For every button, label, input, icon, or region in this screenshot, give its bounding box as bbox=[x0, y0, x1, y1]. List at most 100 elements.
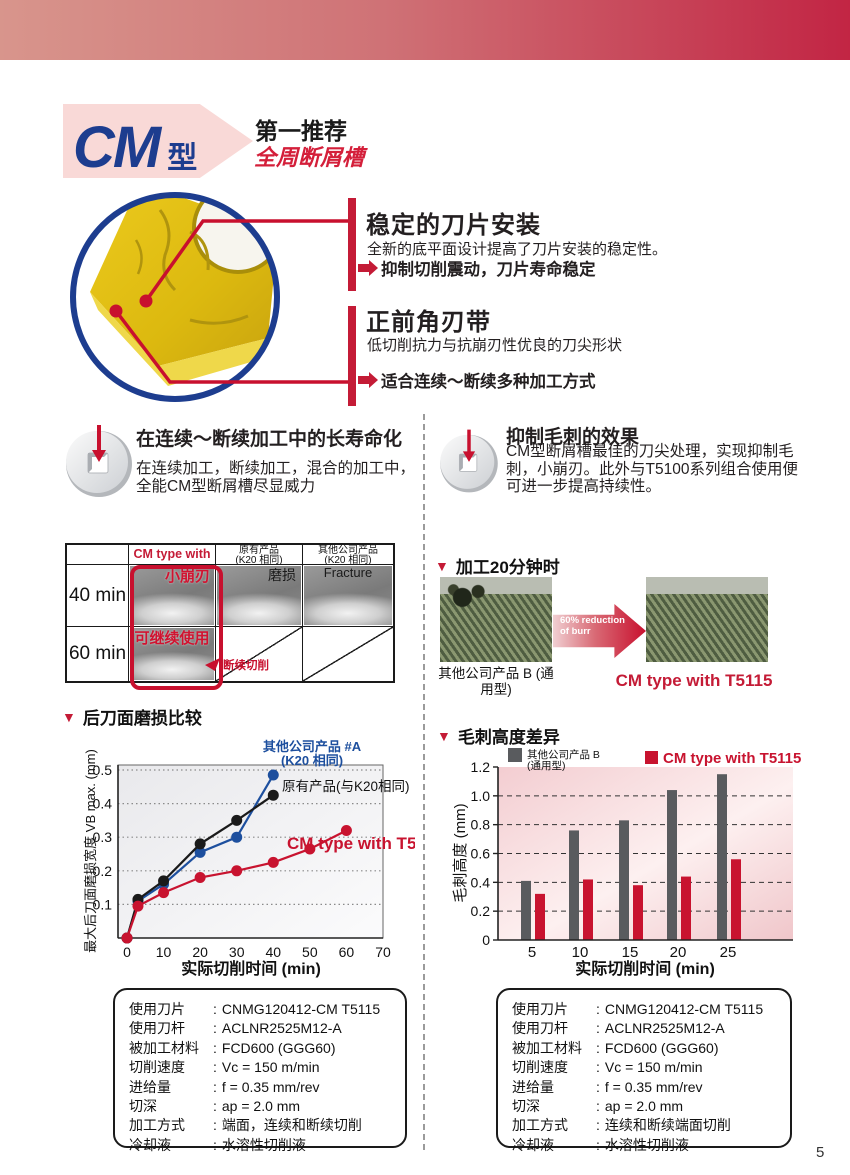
feature-1-point-text: 抑制切削震动，刀片寿命稳定 bbox=[381, 261, 596, 279]
series-label-cm: CM type with T5115 bbox=[287, 834, 415, 853]
spec-row: 加工方式: 连续和断续端面切削 bbox=[512, 1116, 782, 1135]
spec-row: 被加工材料: FCD600 (GGG60) bbox=[129, 1039, 397, 1058]
data-point bbox=[267, 769, 279, 781]
table-header-competitor: 其他公司产品 (K20 相同) bbox=[302, 545, 393, 564]
burr-demo-title: ▼ 加工20分钟时 bbox=[435, 553, 560, 578]
spec-row: 切深: ap = 2.0 mm bbox=[129, 1097, 397, 1116]
spec-value: 水溶性切削液 bbox=[221, 1136, 306, 1153]
spec-colon: : bbox=[213, 1117, 217, 1134]
photo-cell-competitor-40min: Fracture bbox=[302, 564, 393, 626]
spec-row: 使用刀杆: ACLNR2525M12-A bbox=[512, 1019, 782, 1038]
spec-colon: : bbox=[596, 1039, 600, 1056]
benefit-left-body: 在连续加工，断续加工，混合的加工中，全能CM型断屑槽尽显威力 bbox=[136, 460, 416, 495]
spec-value: Vc = 150 m/min bbox=[604, 1059, 703, 1076]
spec-colon: : bbox=[213, 1098, 217, 1115]
washer-disc-icon bbox=[66, 425, 132, 497]
badge-cm-text: CM bbox=[73, 114, 161, 180]
benefit-right-heading: 抑制毛刺的效果 bbox=[506, 427, 640, 448]
spec-value: ACLNR2525M12-A bbox=[604, 1020, 725, 1037]
series-label-competitor: 其他公司产品 #A bbox=[263, 739, 362, 754]
note-fracture: Fracture bbox=[323, 565, 373, 580]
x-axis-label: 实际切削时间 (min) bbox=[181, 959, 321, 978]
burr-demo-title-text: 加工20分钟时 bbox=[455, 558, 560, 577]
y-tick-label: 1.2 bbox=[471, 759, 491, 775]
data-point bbox=[158, 875, 170, 887]
spec-colon: : bbox=[596, 1020, 600, 1037]
spec-row: 进给量: f = 0.35 mm/rev bbox=[512, 1078, 782, 1097]
y-axis-label: 毛刺高度 (mm) bbox=[452, 803, 469, 902]
callout-dot-1 bbox=[139, 294, 153, 308]
insert-photo-circle bbox=[70, 192, 352, 402]
spec-label: 被加工材料 bbox=[129, 1039, 199, 1056]
page-number: 5 bbox=[816, 1144, 825, 1161]
spec-label: 切削速度 bbox=[512, 1059, 568, 1076]
bar-competitor bbox=[521, 880, 531, 940]
y-tick-label: 0.4 bbox=[93, 796, 113, 812]
y-axis-label: 最大后刀面磨损宽度 VB max. (mm) bbox=[83, 749, 98, 953]
data-point bbox=[231, 831, 243, 843]
flank-wear-line-chart: 0.1 0.2 0.3 0.4 0.5 0 10 20 30 40 50 60 70 其他公司产品 #A(… bbox=[55, 735, 444, 980]
spec-row: 使用刀片: CNMG120412-CM T5115 bbox=[129, 1000, 397, 1019]
data-point bbox=[340, 824, 352, 836]
bar-cm bbox=[535, 893, 545, 940]
spec-row: 切削速度: Vc = 150 m/min bbox=[512, 1058, 782, 1077]
header-line1: 其他公司产品 bbox=[318, 545, 378, 556]
tagline-chipbreaker: 全周断屑槽 bbox=[254, 145, 365, 170]
y-tick-label: 0.2 bbox=[93, 863, 113, 879]
spec-colon: : bbox=[596, 1059, 600, 1076]
x-tick-label: 5 bbox=[528, 944, 536, 961]
wear-chart-title: ▼ 后刀面磨损比较 bbox=[62, 704, 202, 729]
feature-1-point: 抑制切削震动，刀片寿命稳定 bbox=[358, 256, 596, 280]
spec-colon: : bbox=[596, 1078, 600, 1095]
benefit-right-body: CM型断屑槽最佳的刀尖处理，实现抑制毛刺，小崩刃。此外与T5100系列组合使用便… bbox=[506, 443, 798, 495]
data-point bbox=[231, 865, 243, 877]
spec-row: 加工方式: 端面，连续和断续切削 bbox=[129, 1116, 397, 1135]
data-point bbox=[121, 932, 133, 944]
burr-photo-competitor bbox=[440, 577, 552, 662]
spec-row: 冷却液: 水溶性切削液 bbox=[512, 1136, 782, 1155]
bar-cm bbox=[681, 876, 691, 940]
x-tick-label: 40 bbox=[265, 944, 281, 960]
data-point bbox=[132, 900, 144, 912]
feature-1-title: 稳定的刀片安装 bbox=[366, 212, 541, 239]
top-banner bbox=[0, 0, 850, 60]
washer-disc-icon bbox=[440, 429, 498, 493]
table-header-conventional: 原有产品 (K20 相同) bbox=[215, 545, 302, 564]
bar-competitor bbox=[717, 774, 727, 940]
feature-1-body: 全新的底平面设计提高了刀片安装的稳定性。 bbox=[367, 241, 668, 258]
spec-label: 加工方式 bbox=[512, 1117, 568, 1134]
wear-comparison-table: CM type with T5115 原有产品 (K20 相同) 其他公司产品 … bbox=[65, 543, 395, 690]
spec-value: f = 0.35 mm/rev bbox=[604, 1078, 703, 1095]
spec-value: ap = 2.0 mm bbox=[221, 1098, 301, 1115]
spec-row: 切深: ap = 2.0 mm bbox=[512, 1097, 782, 1116]
spec-value: FCD600 (GGG60) bbox=[221, 1039, 336, 1056]
spec-value: 端面，连续和断续切削 bbox=[221, 1117, 362, 1134]
spec-label: 被加工材料 bbox=[512, 1039, 582, 1056]
note-usable: 可继续使用 bbox=[134, 630, 210, 647]
header-line2: (K20 相同) bbox=[324, 554, 372, 564]
spec-label: 冷却液 bbox=[129, 1136, 171, 1153]
legend-label-competitor: 其他公司产品 B bbox=[527, 748, 600, 761]
feature-2-body: 低切削抗力与抗崩刃性优良的刀尖形状 bbox=[367, 337, 623, 354]
data-point bbox=[194, 846, 206, 858]
feature-2-point: 适合连续～断续多种加工方式 bbox=[358, 368, 596, 392]
spec-colon: : bbox=[213, 1078, 217, 1095]
spec-label: 切深 bbox=[512, 1098, 540, 1115]
cutting-conditions-box-left: 使用刀片: CNMG120412-CM T5115 使用刀杆: ACLNR2525M1… bbox=[113, 988, 407, 1153]
y-tick-label: 0.8 bbox=[471, 817, 491, 833]
data-point bbox=[194, 838, 206, 850]
reduction-arrow-text: 60% reduction of burr bbox=[560, 615, 625, 637]
spec-colon: : bbox=[596, 1001, 600, 1017]
y-tick-label: 1.0 bbox=[471, 788, 491, 804]
small-arrow-icon bbox=[205, 658, 220, 671]
blue-ring bbox=[70, 192, 280, 402]
legend-label-cm: CM type with T5115 bbox=[663, 750, 801, 767]
y-tick-label: 0.6 bbox=[471, 845, 491, 861]
callout-lines bbox=[114, 219, 352, 384]
spec-label: 切削速度 bbox=[129, 1059, 185, 1076]
header-line2: (K20 相同) bbox=[235, 554, 283, 564]
table-corner-cell bbox=[67, 545, 128, 564]
callout-dot-2 bbox=[109, 304, 123, 318]
spec-row: 使用刀杆: ACLNR2525M12-A bbox=[129, 1019, 397, 1038]
x-tick-label: 0 bbox=[123, 944, 131, 960]
